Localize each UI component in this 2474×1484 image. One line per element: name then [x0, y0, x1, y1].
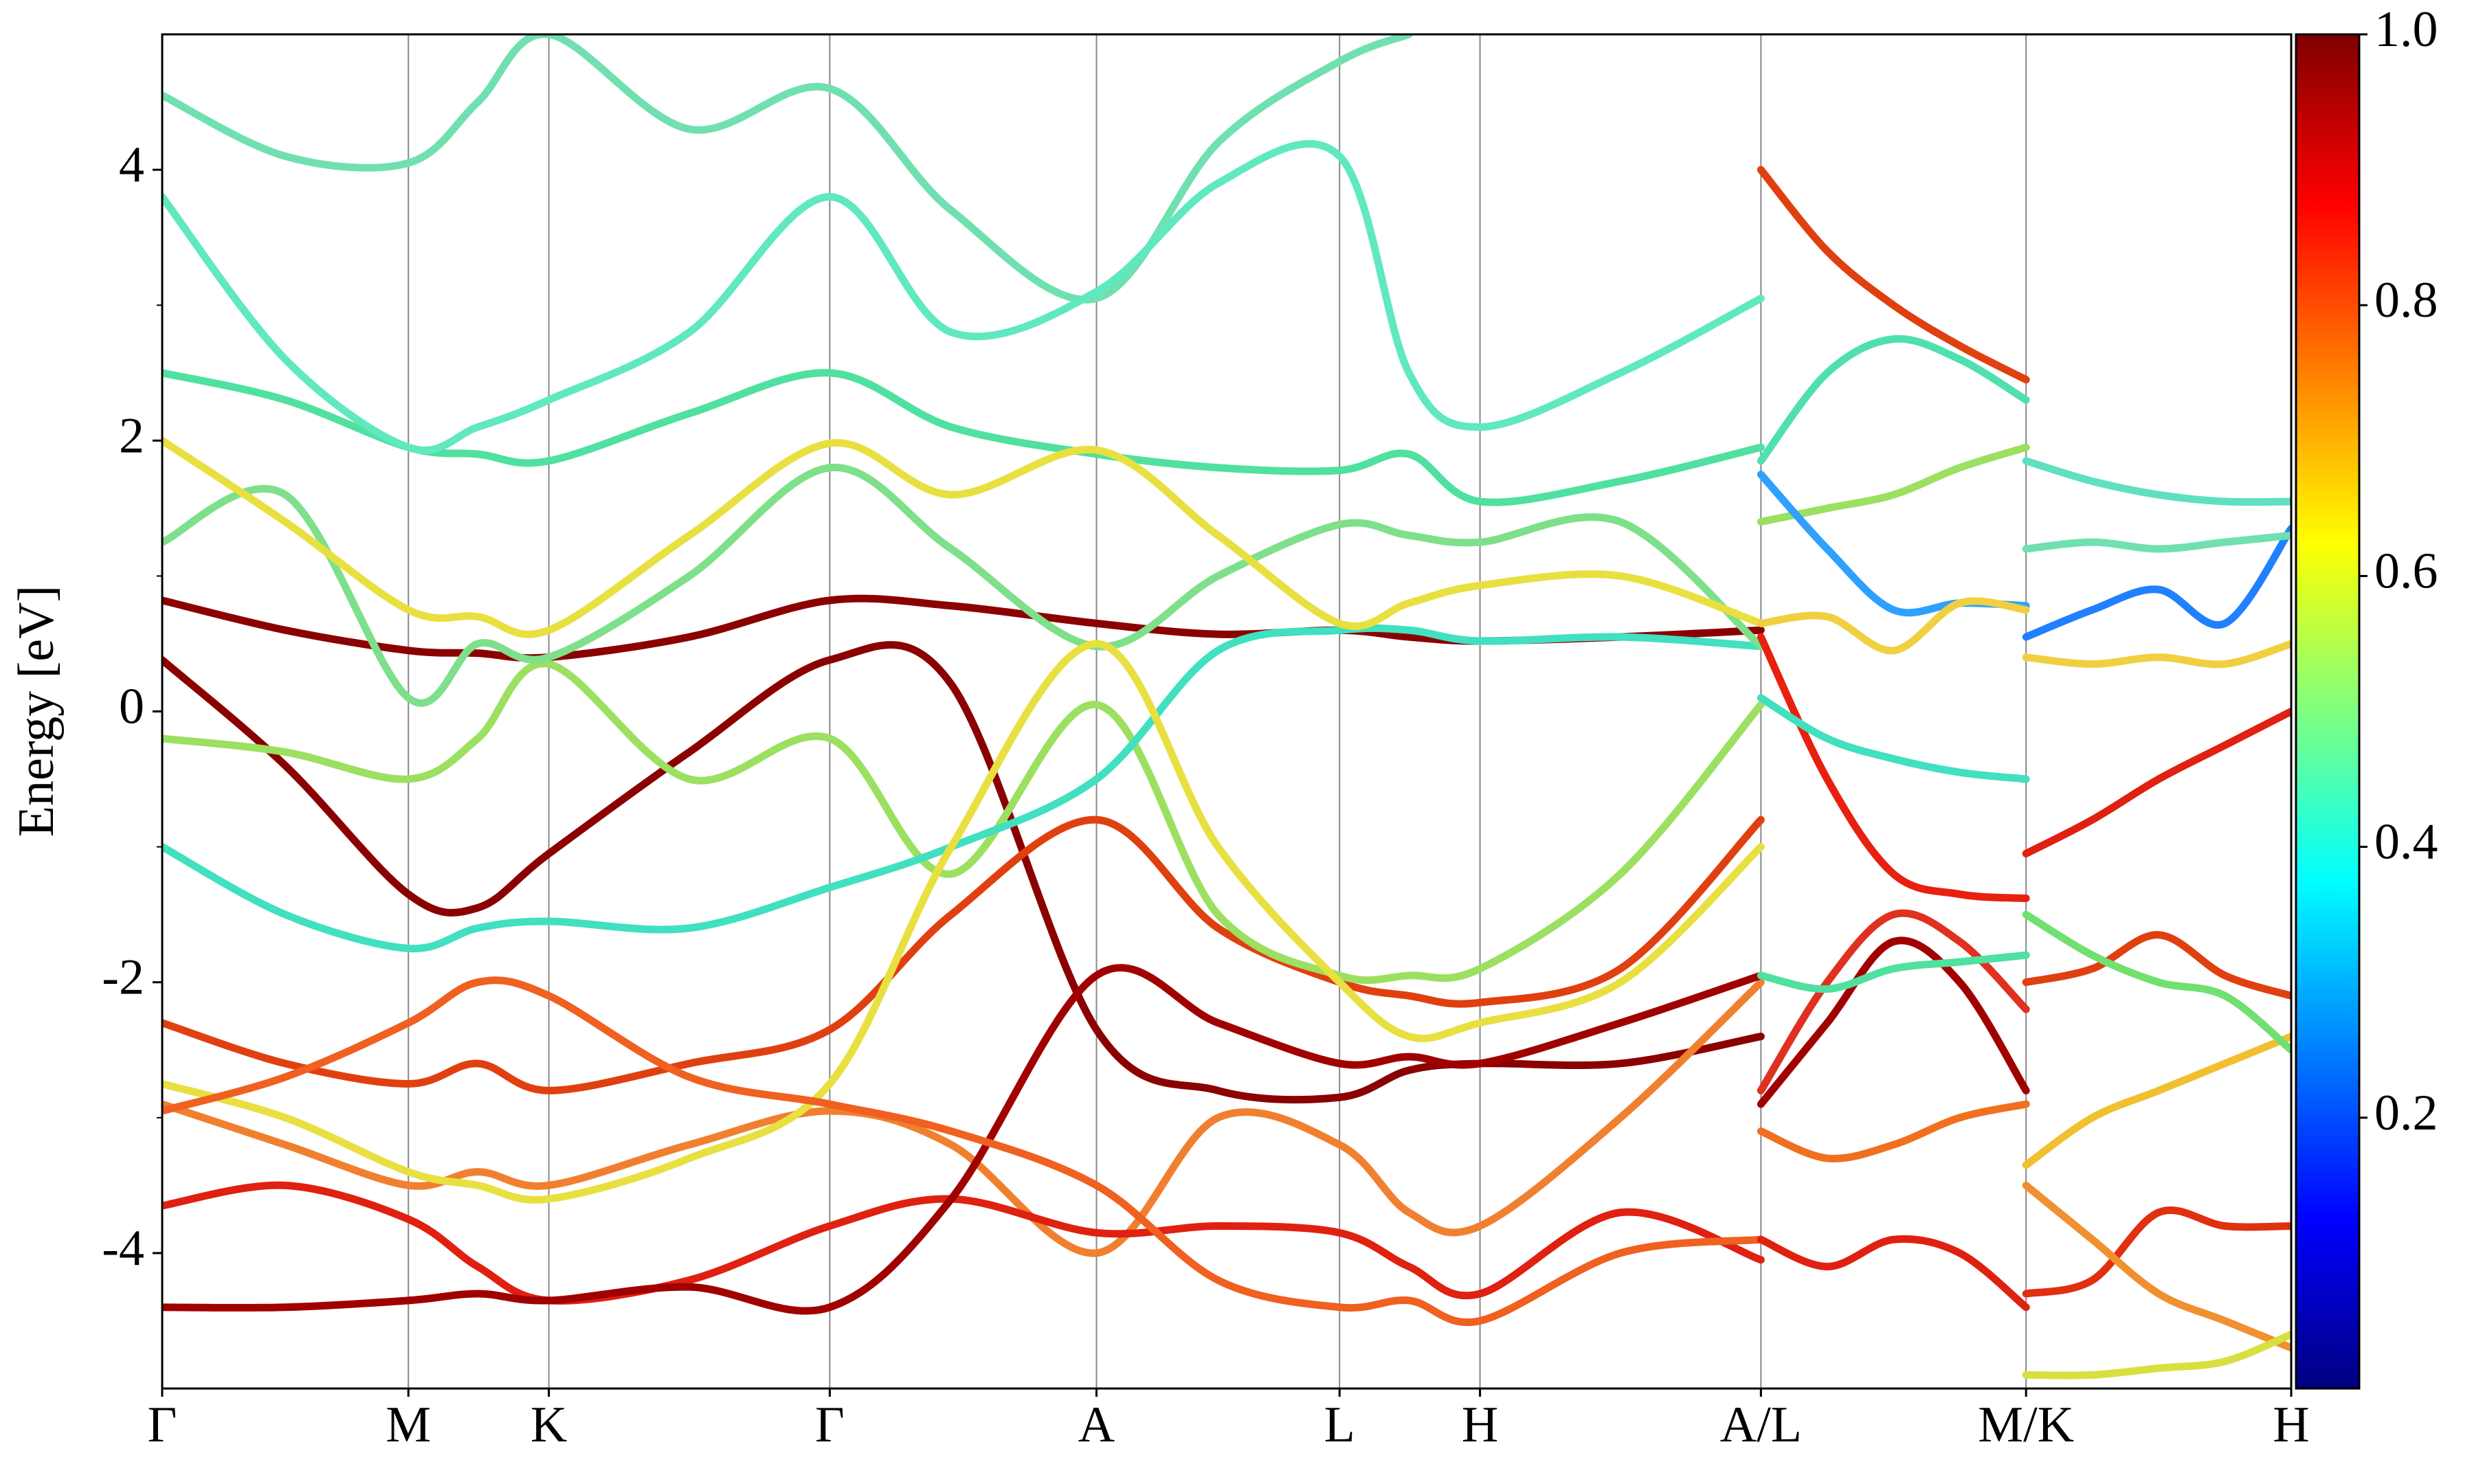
x-tick-label: Γ [148, 1397, 177, 1453]
bands [162, 34, 2291, 1380]
axes: Γ M K Γ A L H A/L M/K H -4 -2 0 2 4 0.2 0.4 0.6 0.8 1.0 [102, 1, 2438, 1453]
band-line [2022, 708, 2291, 857]
colorbar-tick-label: 0.2 [2374, 1085, 2438, 1141]
band-line [2022, 457, 2291, 506]
x-tick-label: A/L [1720, 1397, 1802, 1453]
y-tick-label: -2 [102, 949, 144, 1006]
band-line [2022, 524, 2291, 641]
band-line [162, 660, 1765, 985]
band-line [1757, 443, 2030, 526]
band-line [1757, 633, 2030, 902]
band-line [2022, 910, 2291, 1054]
colorbar [2295, 33, 2361, 1390]
x-tick-label: H [2273, 1397, 2309, 1453]
colorbar-tick-label: 1.0 [2374, 1, 2438, 58]
band-line [1757, 694, 2030, 783]
y-tick-label: 0 [119, 678, 144, 734]
band-line [162, 139, 1765, 454]
x-tick-label: M [386, 1397, 431, 1453]
x-tick-label: M/K [1978, 1397, 2074, 1453]
colorbar-tick-label: 0.4 [2374, 814, 2438, 870]
band-line [2022, 1330, 2291, 1380]
band-line [162, 816, 1765, 1094]
x-tick-label: K [531, 1397, 567, 1453]
band-line [2022, 640, 2291, 668]
band-line [1757, 936, 2030, 1108]
colorbar-tick-label: 0.6 [2374, 543, 2438, 599]
band-line [162, 976, 1765, 1326]
y-axis-label: Energy [eV] [8, 585, 65, 837]
y-tick-label: 2 [119, 407, 144, 464]
band-line [2022, 931, 2291, 1000]
band-line [2022, 1206, 2291, 1298]
x-tick-label: L [1324, 1397, 1355, 1453]
x-tick-label: Γ [815, 1397, 845, 1453]
band-line [162, 34, 1413, 304]
band-line [2022, 1181, 2291, 1352]
x-tick-label: A [1078, 1397, 1115, 1453]
band-line [1757, 597, 2030, 655]
band-line [162, 640, 1765, 1204]
band-line [1757, 166, 2030, 384]
colorbar-tick-label: 0.8 [2374, 272, 2438, 328]
x-tick-label: H [1462, 1397, 1498, 1453]
y-tick-label: 4 [119, 137, 144, 193]
band-line [1757, 335, 2030, 465]
band-line [2022, 531, 2291, 553]
band-line [1757, 1100, 2030, 1162]
band-line [162, 964, 1765, 1315]
band-line [162, 436, 1765, 638]
band-line [162, 463, 1765, 707]
y-tick-label: -4 [102, 1220, 144, 1277]
band-line [1757, 1235, 2030, 1312]
band-line [1757, 951, 2030, 993]
band-line [162, 624, 1765, 953]
band-line [2022, 1033, 2291, 1169]
